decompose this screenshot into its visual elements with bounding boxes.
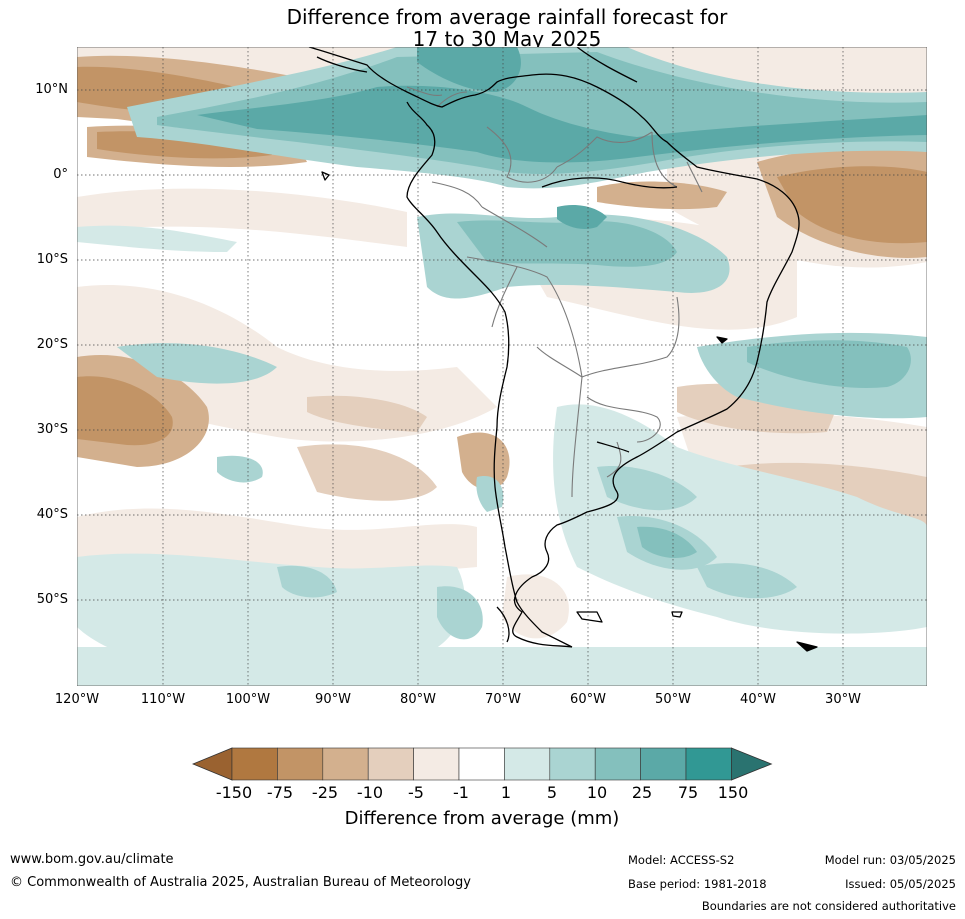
issued-text: Issued: 05/05/2025 [845, 877, 956, 891]
website-text: www.bom.gov.au/climate [10, 852, 174, 867]
legend-swatch [367, 747, 414, 781]
legend-tick: -5 [408, 783, 424, 802]
legend-swatch [322, 747, 369, 781]
lon-label-50w: 50°W [655, 692, 691, 707]
legend-swatch-min [192, 747, 233, 781]
lon-label-70w: 70°W [485, 692, 521, 707]
legend-swatch [549, 747, 596, 781]
lon-label-40w: 40°W [740, 692, 776, 707]
legend-tick: 1 [500, 783, 512, 802]
model-run-text: Model run: 03/05/2025 [824, 853, 956, 867]
map-canvas [77, 47, 927, 686]
legend-colorbar [192, 747, 773, 781]
legend-swatch [594, 747, 641, 781]
lon-label-110w: 110°W [140, 692, 186, 707]
legend-swatch [458, 747, 505, 781]
base-period-text: Base period: 1981-2018 [628, 877, 767, 891]
legend-tick: 150 [717, 783, 749, 802]
lat-label-50s: 50°S [36, 592, 68, 607]
legend-swatch [277, 747, 324, 781]
legend-swatch [504, 747, 551, 781]
lon-label-80w: 80°W [400, 692, 436, 707]
disclaimer-text: Boundaries are not considered authoritat… [701, 899, 956, 913]
legend-tick: -10 [356, 783, 384, 802]
legend-swatch [413, 747, 460, 781]
legend-title: Difference from average (mm) [344, 808, 620, 829]
rainfall-map [77, 47, 927, 686]
legend-tick: 10 [586, 783, 608, 802]
legend-tick: -75 [266, 783, 294, 802]
lon-label-120w: 120°W [54, 692, 100, 707]
lon-label-30w: 30°W [825, 692, 861, 707]
legend-swatch [231, 747, 278, 781]
lat-label-20s: 20°S [36, 337, 68, 352]
legend-tick: 75 [677, 783, 699, 802]
legend-swatch [685, 747, 732, 781]
lat-label-10n: 10°N [35, 82, 68, 97]
lat-label-0: 0° [53, 167, 68, 182]
lon-label-90w: 90°W [315, 692, 351, 707]
legend-swatch-max [731, 747, 773, 781]
graticule [77, 47, 927, 686]
teal-regions [77, 47, 927, 686]
model-text: Model: ACCESS-S2 [628, 853, 735, 867]
copyright-text: © Commonwealth of Australia 2025, Austra… [10, 875, 471, 890]
legend-tick: 25 [631, 783, 653, 802]
map-title-line1: Difference from average rainfall forecas… [286, 5, 728, 29]
legend-swatch [640, 747, 687, 781]
lat-label-40s: 40°S [36, 507, 68, 522]
lat-label-30s: 30°S [36, 422, 68, 437]
country-borders [406, 86, 703, 498]
lat-label-10s: 10°S [36, 252, 68, 267]
legend-tick: -150 [215, 783, 253, 802]
lon-label-60w: 60°W [570, 692, 606, 707]
coastline [308, 47, 818, 652]
lon-label-100w: 100°W [225, 692, 271, 707]
legend-tick: -25 [311, 783, 339, 802]
legend-tick: -1 [453, 783, 469, 802]
legend-tick: 5 [546, 783, 558, 802]
